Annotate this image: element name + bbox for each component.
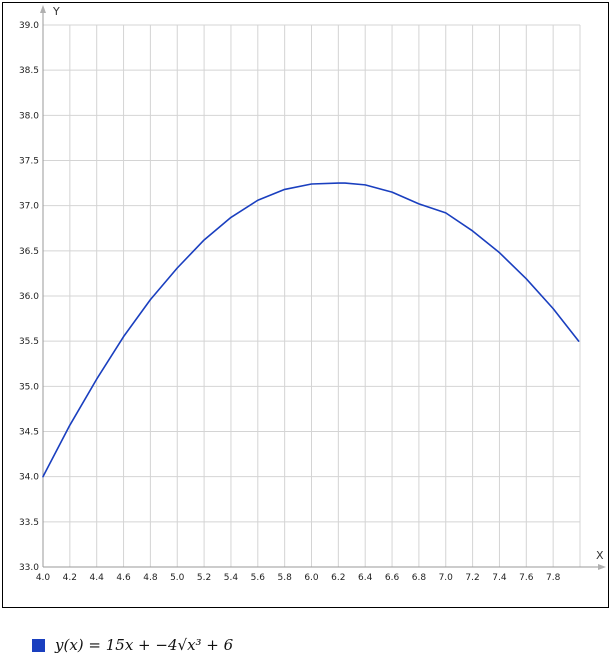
legend-formula: y(x) = 15x + −4√x³ + 6 — [55, 636, 234, 654]
y-tick-label: 38.0 — [19, 111, 39, 121]
grid-lines — [42, 24, 581, 568]
legend: y(x) = 15x + −4√x³ + 6 — [32, 634, 233, 656]
y-tick-label: 37.5 — [19, 157, 39, 167]
x-tick-label: 5.2 — [197, 573, 211, 583]
x-tick-label: 6.4 — [358, 573, 373, 583]
x-tick-label: 4.0 — [36, 573, 51, 583]
y-tick-label: 37.0 — [19, 202, 39, 212]
legend-swatch — [32, 638, 45, 652]
y-tick-label: 38.5 — [19, 66, 39, 76]
series-line — [42, 182, 580, 478]
y-tick-label: 39.0 — [19, 21, 39, 31]
x-tick-label: 5.4 — [224, 573, 239, 583]
y-tick-label: 36.5 — [19, 247, 39, 257]
x-tick-label: 5.0 — [170, 573, 185, 583]
x-tick-label: 4.8 — [143, 573, 158, 583]
y-tick-label: 33.0 — [19, 563, 39, 573]
x-tick-label: 4.4 — [90, 573, 105, 583]
line-chart: 4.0 4.2 4.4 4.6 4.8 5.0 5.2 5.4 5.6 5.8 6.0 6.2 6.4 6… — [19, 5, 606, 583]
x-axis-label: X — [596, 549, 604, 562]
y-tick-label: 35.0 — [19, 382, 39, 392]
y-tick-label: 33.5 — [19, 518, 39, 528]
chart-frame: 4.0 4.2 4.4 4.6 4.8 5.0 5.2 5.4 5.6 5.8 6.0 6.2 6.4 6… — [2, 2, 609, 608]
x-tick-label: 7.2 — [465, 573, 479, 583]
x-tick-label: 7.6 — [519, 573, 534, 583]
x-tick-label: 6.2 — [331, 573, 345, 583]
y-axis-arrow — [40, 5, 46, 13]
x-tick-label: 6.6 — [385, 573, 400, 583]
y-tick-label: 34.0 — [19, 473, 39, 483]
y-tick-labels: 33.0 33.5 34.0 34.5 35.0 35.5 36.0 36.5 37.0 37.5… — [19, 21, 39, 573]
x-tick-labels: 4.0 4.2 4.4 4.6 4.8 5.0 5.2 5.4 5.6 5.8 6.0 6.2 6.4 6… — [36, 573, 561, 583]
axes — [40, 5, 606, 570]
x-tick-label: 7.4 — [492, 573, 507, 583]
y-tick-label: 36.0 — [19, 292, 39, 302]
x-tick-label: 6.0 — [304, 573, 319, 583]
y-tick-label: 34.5 — [19, 428, 39, 438]
x-tick-label: 7.8 — [546, 573, 561, 583]
x-tick-label: 7.0 — [439, 573, 454, 583]
x-tick-label: 5.6 — [251, 573, 266, 583]
y-tick-label: 35.5 — [19, 337, 39, 347]
x-axis-arrow — [598, 564, 606, 570]
y-axis-label: Y — [52, 5, 60, 18]
x-tick-label: 5.8 — [277, 573, 292, 583]
x-tick-label: 4.2 — [63, 573, 77, 583]
series-layer — [42, 182, 580, 478]
x-tick-label: 6.8 — [412, 573, 427, 583]
x-tick-label: 4.6 — [116, 573, 131, 583]
